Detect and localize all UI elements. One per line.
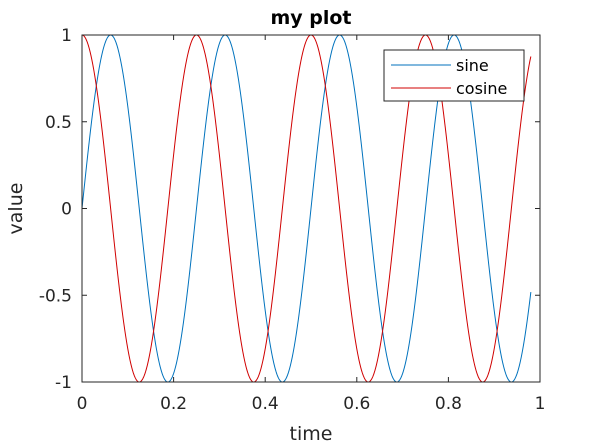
- x-tick-label: 0: [77, 394, 88, 414]
- y-tick-label: 0.5: [45, 113, 72, 133]
- x-axis-label: time: [290, 423, 333, 445]
- chart-title: my plot: [270, 7, 351, 29]
- x-tick-label: 0.4: [252, 394, 279, 414]
- y-tick-label: 0: [61, 200, 72, 220]
- x-tick-label: 0.2: [160, 394, 187, 414]
- legend-box: [383, 49, 525, 102]
- legend-label-cosine: cosine: [456, 79, 507, 98]
- x-tick-label: 0.6: [343, 394, 370, 414]
- legend: sine cosine: [383, 49, 525, 102]
- ticks-layer: 0 0.2 0.4 0.6 0.8 1 -1 -0.5 0 0.5 1: [39, 26, 546, 414]
- series-line-cosine: [81, 34, 532, 383]
- y-axis-label: value: [5, 183, 27, 235]
- y-tick-label: 1: [61, 26, 72, 46]
- x-tick-label: 0.8: [435, 394, 462, 414]
- x-tick-label: 1: [535, 394, 546, 414]
- series-line-sine: [81, 34, 532, 383]
- y-tick-label: -0.5: [39, 286, 72, 306]
- legend-label-sine: sine: [456, 56, 489, 75]
- y-tick-label: -1: [55, 373, 72, 393]
- series-layer: [81, 34, 532, 383]
